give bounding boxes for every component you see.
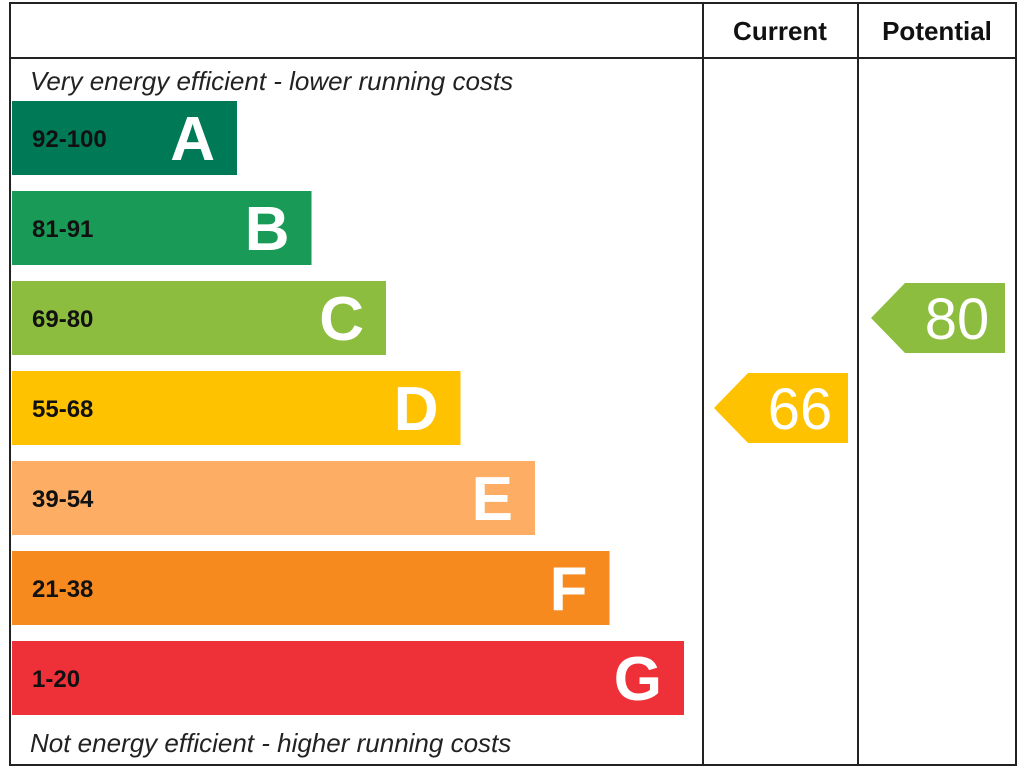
band-bar <box>12 551 610 625</box>
band-c: 69-80 C <box>12 281 386 355</box>
band-bar <box>12 191 312 265</box>
band-range-label: 92-100 <box>32 126 107 153</box>
score-arrow-shape <box>714 373 848 443</box>
score-arrows: 66 80 <box>714 283 1005 443</box>
band-b: 81-91 B <box>12 191 312 265</box>
band-range-label: 81-91 <box>32 216 93 243</box>
score-value: 80 <box>925 287 990 352</box>
current-score-arrow: 66 <box>714 373 848 443</box>
bottom-caption: Not energy efficient - higher running co… <box>30 728 511 758</box>
band-a: 92-100 A <box>12 101 237 175</box>
band-letter: C <box>319 285 364 354</box>
band-letter: G <box>614 645 662 714</box>
band-bar <box>12 461 535 535</box>
band-bar <box>12 641 684 715</box>
band-range-label: 55-68 <box>32 396 93 423</box>
rating-bands: 92-100 A 81-91 B 69-80 C 55-68 D 39-54 E 21-38 F 1-2… <box>12 101 684 715</box>
score-arrow-shape <box>871 283 1005 353</box>
band-g: 1-20 G <box>12 641 684 715</box>
band-letter: D <box>394 375 439 444</box>
band-range-label: 1-20 <box>32 666 80 693</box>
current-column-header: Current <box>733 16 827 46</box>
band-range-label: 39-54 <box>32 486 94 513</box>
chart-frame <box>9 2 1017 766</box>
top-caption: Very energy efficient - lower running co… <box>30 66 513 96</box>
potential-score-arrow: 80 <box>871 283 1005 353</box>
band-range-label: 69-80 <box>32 306 93 333</box>
band-letter: E <box>472 465 513 534</box>
band-bar <box>12 101 237 175</box>
band-e: 39-54 E <box>12 461 535 535</box>
band-bar <box>12 371 461 445</box>
potential-column-header: Potential <box>882 16 992 46</box>
band-letter: F <box>550 555 588 624</box>
band-bar <box>12 281 386 355</box>
band-letter: A <box>170 105 215 174</box>
band-d: 55-68 D <box>12 371 461 445</box>
score-value: 66 <box>768 377 833 442</box>
band-letter: B <box>245 195 290 264</box>
band-f: 21-38 F <box>12 551 610 625</box>
band-range-label: 21-38 <box>32 576 93 603</box>
